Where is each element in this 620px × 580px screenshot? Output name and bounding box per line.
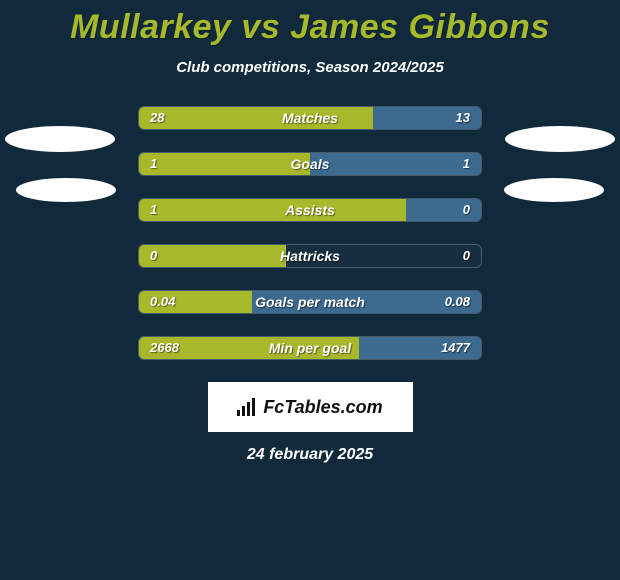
value-left: 1 [150, 152, 157, 176]
bar-track [138, 198, 482, 222]
bar-track [138, 152, 482, 176]
bar-track [138, 244, 482, 268]
stat-row: 11Goals [68, 152, 552, 176]
bar-left [139, 107, 373, 129]
value-right: 13 [456, 106, 470, 130]
page-title: Mullarkey vs James Gibbons [0, 0, 620, 47]
bar-track [138, 290, 482, 314]
comparison-chart: 2813Matches11Goals10Assists00Hattricks0.… [68, 106, 552, 360]
bar-left [139, 199, 406, 221]
page-subtitle: Club competitions, Season 2024/2025 [0, 59, 620, 76]
brand-badge: FcTables.com [208, 382, 413, 432]
bar-right [310, 153, 481, 175]
chart-icon [237, 398, 259, 416]
brand-text: FcTables.com [263, 397, 382, 418]
value-left: 28 [150, 106, 164, 130]
value-right: 0.08 [445, 290, 470, 314]
value-right: 1477 [441, 336, 470, 360]
stat-row: 10Assists [68, 198, 552, 222]
date-label: 24 february 2025 [0, 446, 620, 464]
stat-row: 26681477Min per goal [68, 336, 552, 360]
stat-row: 0.040.08Goals per match [68, 290, 552, 314]
bar-track [138, 336, 482, 360]
stat-row: 2813Matches [68, 106, 552, 130]
stat-row: 00Hattricks [68, 244, 552, 268]
bar-left [139, 245, 286, 267]
value-right: 1 [463, 152, 470, 176]
value-right: 0 [463, 198, 470, 222]
value-left: 2668 [150, 336, 179, 360]
value-left: 0 [150, 244, 157, 268]
value-right: 0 [463, 244, 470, 268]
bar-track [138, 106, 482, 130]
value-left: 1 [150, 198, 157, 222]
value-left: 0.04 [150, 290, 175, 314]
bar-left [139, 153, 310, 175]
